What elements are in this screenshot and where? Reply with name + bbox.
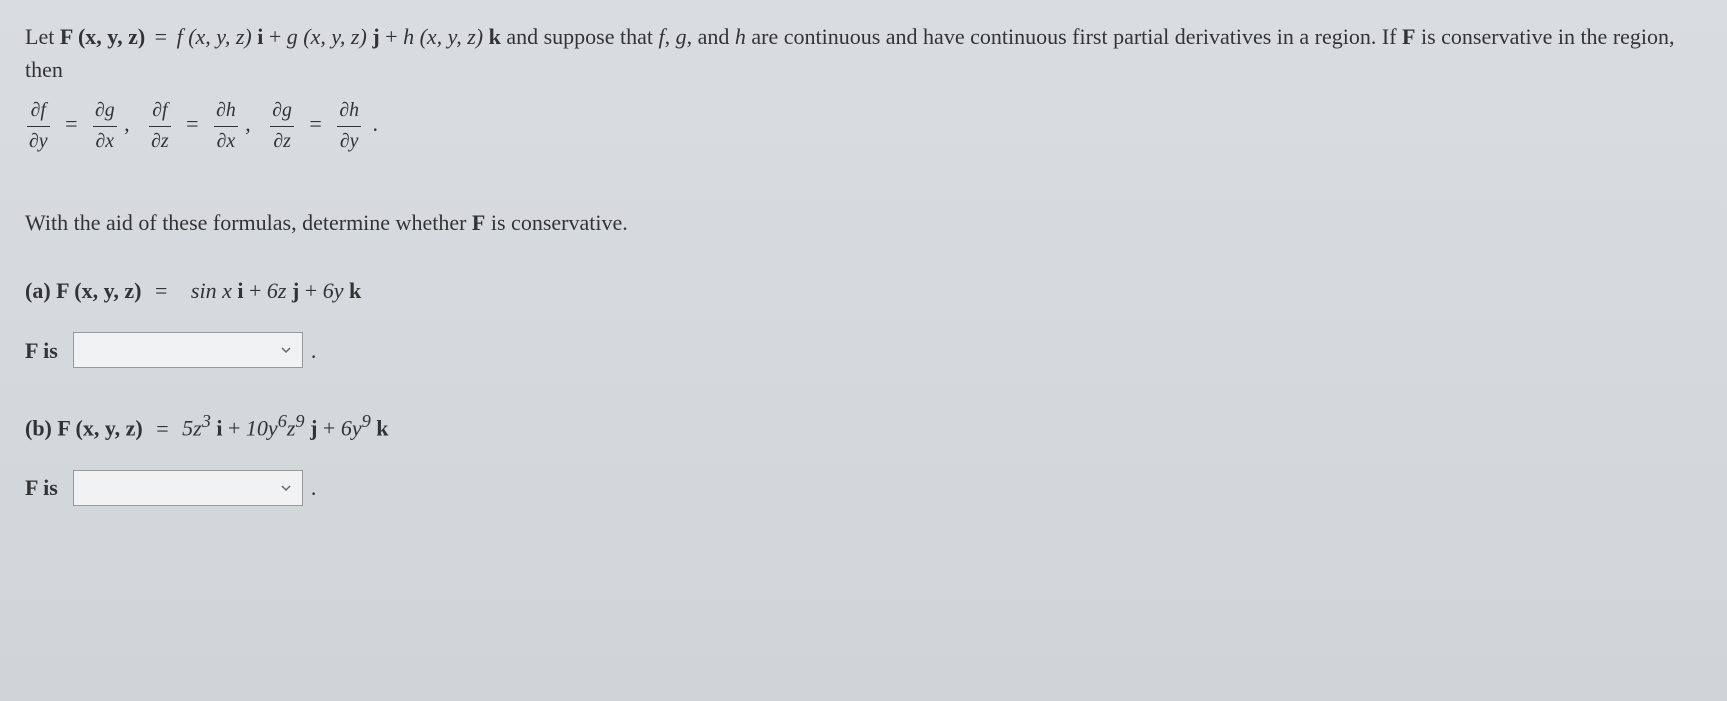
plus: + [317,416,340,441]
plus: + [380,24,403,49]
F-sym: F [472,210,485,235]
sup: 9 [362,411,371,431]
frac-den: ∂x [214,127,238,157]
j-vec: j [367,24,380,49]
partial-equations: ∂f∂y = ∂g∂x , ∂f∂z = ∂h∂x , ∂g∂z = ∂h∂y … [25,96,1702,156]
f-term: f (x, y, z) [177,24,252,49]
vec: i [211,416,223,441]
g-sym: g [676,24,687,49]
g-term: g (x, y, z) [287,24,367,49]
h-sym: h [735,24,746,49]
chevron-down-icon [280,482,292,494]
frac-den: ∂x [93,127,117,157]
i-vec: i [252,24,264,49]
part-b-answer-label: F is [25,471,58,504]
vec: k [371,416,389,441]
part-a-label: (a) [25,278,56,303]
part-b-answer-row: F is . [25,470,1702,506]
part-b-select[interactable] [73,470,303,506]
term: 5z [182,416,202,441]
sup: 3 [202,411,211,431]
part-b-lhs: F (x, y, z) [57,416,142,441]
frac-den: ∂z [270,127,294,157]
sup: 9 [295,411,304,431]
eq: = [151,416,174,441]
instr-post: is conservative. [485,210,627,235]
F-symbol: F (x, y, z) [60,24,145,49]
cont-text: are continuous and have continuous first… [746,24,1402,49]
h-term: h (x, y, z) [403,24,483,49]
frac-num: ∂f [27,96,50,127]
part-a-lhs: F (x, y, z) [56,278,141,303]
plus: + [223,416,246,441]
frac-num: ∂g [93,96,117,127]
intro-text: Let [25,24,60,49]
frac-num: ∂h [214,96,238,127]
comma: , [687,24,698,49]
period: . [311,471,317,504]
chevron-down-icon [280,344,292,356]
frac-num: ∂g [270,96,294,127]
comma: , [665,24,676,49]
frac-num: ∂h [337,96,361,127]
period: . [311,334,317,367]
frac-den: ∂y [27,127,50,157]
frac-den: ∂z [149,127,170,157]
frac-den: ∂y [337,127,361,157]
problem-statement: Let F (x, y, z) = f (x, y, z) i + g (x, … [25,20,1702,86]
part-b: (b) F (x, y, z) = 5z3 i + 10y6z9 j + 6y9… [25,408,1702,444]
k-vec: k [483,24,501,49]
instr-pre: With the aid of these formulas, determin… [25,210,472,235]
term: 6y [341,416,362,441]
eq: = [149,278,172,303]
part-b-label: (b) [25,416,57,441]
vec: j [305,416,318,441]
part-a-answer-label: F F isis [25,334,58,367]
sup: 6 [278,411,287,431]
frac-num: ∂f [149,96,170,127]
part-a-answer-row: F F isis . [25,332,1702,368]
and-text: and [698,24,735,49]
part-a: (a) F (x, y, z) = sin x i + 6z j + 6y k [25,274,1702,307]
eq: = [149,24,172,49]
instruction-text: With the aid of these formulas, determin… [25,206,1702,239]
suppose-text: and suppose that [501,24,659,49]
F-sym: F [1402,24,1415,49]
plus: + [263,24,286,49]
term: 10y [246,416,278,441]
part-a-select[interactable] [73,332,303,368]
